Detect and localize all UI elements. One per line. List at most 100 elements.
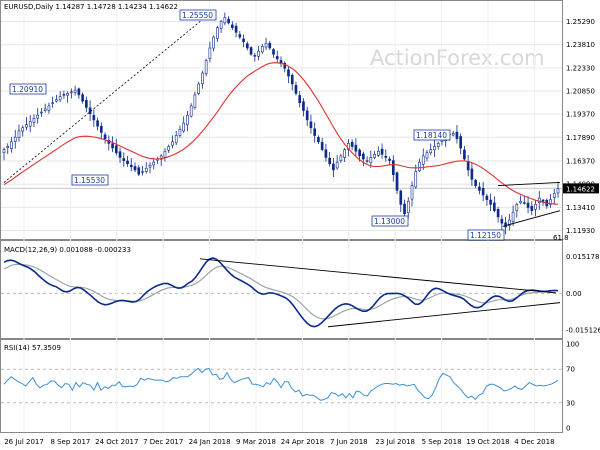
- candle-body: [272, 49, 275, 55]
- candle-body: [552, 193, 556, 198]
- candle-body: [118, 151, 122, 158]
- date-axis-tick-label: 19 Oct 2018: [466, 438, 509, 446]
- candle-body: [32, 118, 36, 123]
- candle-body: [380, 148, 384, 155]
- candle-body: [410, 185, 414, 200]
- candle-body: [399, 190, 403, 205]
- candle-body: [51, 102, 54, 104]
- rising-dashed-trendline: [3, 17, 206, 183]
- candle-body: [249, 47, 253, 55]
- candle-body: [470, 168, 474, 180]
- candle-body: [141, 171, 144, 173]
- candle-body: [55, 99, 58, 102]
- candle-body: [287, 69, 290, 77]
- price-callout-box: [467, 229, 505, 241]
- candle-body: [478, 186, 481, 191]
- candle-body: [481, 187, 485, 196]
- watermark: ActionForex.com: [370, 46, 545, 70]
- price-callout: 1.25550: [179, 9, 217, 21]
- candle-body: [418, 161, 421, 172]
- candle-body: [137, 167, 141, 175]
- price-axis-tick-label: 1.16370: [566, 158, 595, 166]
- macd-main-line: [3, 257, 559, 328]
- candle-body: [362, 153, 365, 160]
- candle-body: [433, 146, 436, 151]
- candle-body: [174, 135, 178, 144]
- candle-body: [388, 158, 391, 161]
- rsi-line-layer: [3, 367, 559, 401]
- channel-upper-trendline: [497, 182, 561, 187]
- candle-body: [425, 152, 429, 159]
- last-price-label-box: [563, 183, 599, 194]
- candle-body: [216, 27, 219, 39]
- candle-body: [73, 89, 77, 93]
- candle-body: [275, 56, 279, 60]
- candle-body: [332, 163, 335, 171]
- candle-body: [171, 141, 174, 146]
- candle-body: [459, 136, 462, 149]
- candle-body: [234, 25, 238, 33]
- price-callout-box: [71, 174, 109, 186]
- trendlines-layer: [3, 17, 561, 328]
- price-callout-label: 1.12150: [470, 231, 501, 240]
- candle-body: [429, 149, 433, 154]
- rsi-axis-tick-label: 100: [566, 341, 579, 349]
- candle-body: [129, 164, 133, 168]
- candle-body: [283, 62, 287, 69]
- candle-body: [373, 154, 376, 158]
- macd-axis-tick-label: 0.015178: [566, 253, 599, 261]
- candle-body: [58, 96, 62, 101]
- candle-body: [245, 43, 249, 49]
- candle-body: [358, 149, 361, 157]
- price-axis-tick-label: 1.23810: [566, 41, 595, 49]
- candle-body: [126, 160, 129, 165]
- candle-body: [66, 93, 69, 96]
- candle-body: [43, 108, 47, 111]
- price-callout-box: [413, 129, 451, 141]
- candle-body: [534, 204, 537, 210]
- date-axis-tick-label: 9 Mar 2018: [236, 438, 276, 446]
- candle-body: [28, 121, 32, 127]
- price-callout-label: 1.18140: [416, 131, 447, 140]
- candle-body: [515, 204, 519, 212]
- candle-body: [212, 36, 215, 49]
- candle-body: [317, 137, 320, 143]
- candle-body: [189, 105, 193, 117]
- price-callout: 1.15530: [71, 174, 109, 186]
- candle-body: [335, 161, 339, 169]
- candle-body: [489, 199, 492, 205]
- candle-body: [549, 199, 552, 205]
- candle-body: [25, 124, 28, 128]
- candle-body: [253, 55, 257, 57]
- candle-body: [365, 160, 369, 162]
- candle-body: [451, 133, 455, 136]
- candle-body: [403, 203, 406, 215]
- candle-body: [21, 127, 25, 132]
- candle-body: [320, 142, 324, 150]
- candle-body: [144, 168, 148, 172]
- candle-body: [290, 74, 294, 85]
- rsi-panel-title: RSI(14) 57.3509: [4, 344, 61, 352]
- axis-labels: 1.25290 1.23810 1.22330 1.20850 1.19370 1.178…: [4, 18, 600, 446]
- candle-body: [193, 94, 197, 108]
- price-callout-label: 1.20910: [12, 85, 43, 94]
- price-series-layer: [2, 12, 560, 235]
- candle-body: [36, 114, 40, 119]
- channel-lower-trendline: [502, 210, 561, 227]
- price-callout-box: [371, 215, 409, 227]
- fib-level-label: 61.8: [553, 234, 569, 242]
- rsi-axis-tick-label: 0: [566, 425, 570, 433]
- candle-body: [556, 188, 560, 194]
- candle-body: [313, 128, 317, 136]
- candle-body: [6, 146, 10, 148]
- candle-body: [159, 155, 163, 160]
- price-axis-tick-label: 1.17890: [566, 134, 595, 142]
- date-axis-tick-label: 26 Jul 2017: [4, 438, 44, 446]
- date-axis-tick-label: 24 Apr 2018: [281, 438, 324, 446]
- candle-body: [500, 218, 504, 224]
- candle-body: [350, 141, 354, 147]
- candle-body: [2, 149, 6, 154]
- candle-body: [302, 101, 305, 111]
- candle-body: [10, 141, 13, 149]
- candle-body: [354, 144, 358, 152]
